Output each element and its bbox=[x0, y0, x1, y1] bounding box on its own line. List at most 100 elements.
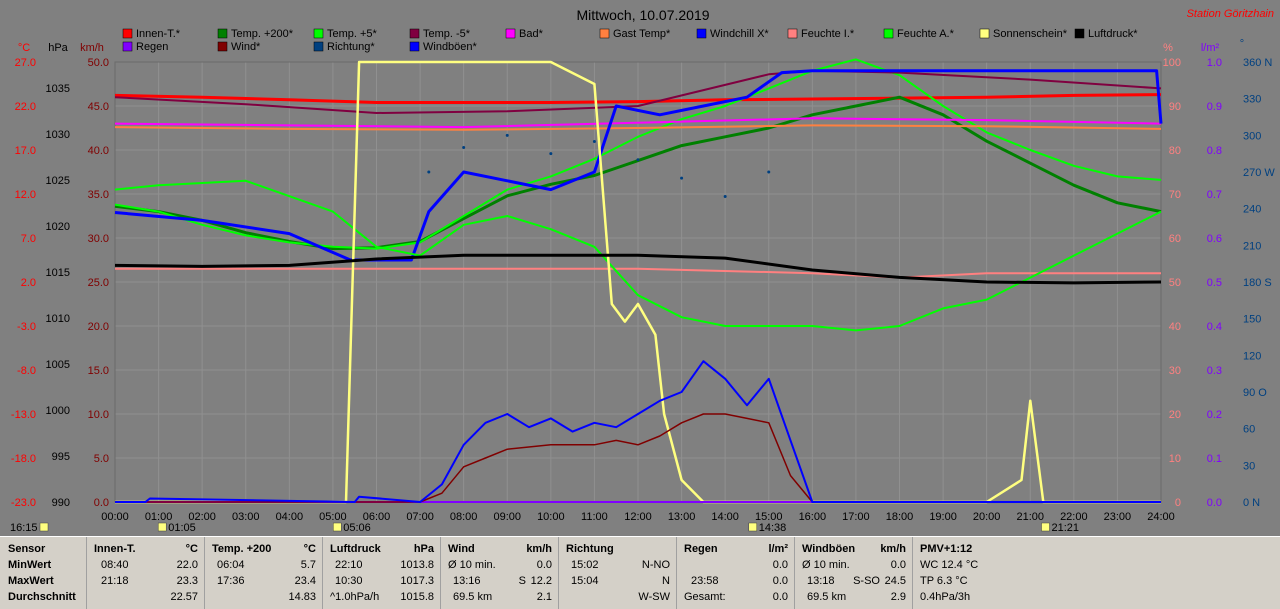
summary-col-temp200: Temp. +200 °C 06:04 5.7 17:36 23.4 14.83 bbox=[204, 537, 323, 609]
direction-point bbox=[549, 152, 553, 156]
regen-max: 0.0 bbox=[772, 575, 788, 587]
tick-label-celsius: -8.0 bbox=[17, 365, 36, 377]
summary-col-richtung: Richtung 15:02 N-NO 15:04 N W-SW bbox=[558, 537, 677, 609]
tick-label-lm2: 0.7 bbox=[1207, 189, 1222, 201]
wind-unit: km/h bbox=[526, 543, 552, 555]
series-gast-temp bbox=[114, 124, 1162, 131]
luftdruck-unit: hPa bbox=[413, 543, 434, 555]
maxwert-label: MaxWert bbox=[8, 575, 54, 587]
legend-swatch bbox=[1074, 28, 1085, 39]
tick-label-hpa: 1000 bbox=[46, 405, 70, 417]
legend-item: Temp. -5* bbox=[423, 28, 471, 40]
minwert-label: MinWert bbox=[8, 559, 52, 571]
tick-label-celsius: 7.0 bbox=[21, 233, 36, 245]
tick-label-celsius: -13.0 bbox=[11, 409, 36, 421]
legend-item: Temp. +5* bbox=[327, 28, 378, 40]
tick-label-celsius: -18.0 bbox=[11, 453, 36, 465]
series-bad bbox=[114, 117, 1162, 129]
direction-point bbox=[680, 176, 684, 180]
direction-point bbox=[462, 146, 466, 150]
tick-label-kmh: 40.0 bbox=[88, 145, 109, 157]
summary-col-wind: Wind km/h Ø 10 min. 0.0 13:16 S 12.2 69.… bbox=[440, 537, 559, 609]
chart-title: Mittwoch, 10.07.2019 bbox=[576, 7, 709, 23]
tick-label-direction: 120 bbox=[1243, 350, 1261, 362]
regen-total: 0.0 bbox=[772, 591, 788, 603]
tick-label-celsius: -3.0 bbox=[17, 321, 36, 333]
tick-label-lm2: 0.4 bbox=[1207, 321, 1222, 333]
weather-chart: Mittwoch, 10.07.2019 Station Göritzhain … bbox=[10, 7, 1275, 534]
richtung-min-time: 15:02 bbox=[571, 559, 599, 571]
legend-item: Luftdruck* bbox=[1088, 28, 1138, 40]
regen-min: 0.0 bbox=[772, 559, 788, 571]
direction-point bbox=[505, 133, 509, 137]
temp200-max-time: 17:36 bbox=[217, 575, 245, 587]
windboeen-max-time: 13:18 bbox=[807, 575, 835, 587]
luftdruck-max: 1017.3 bbox=[400, 575, 434, 587]
regen-unit: l/m² bbox=[768, 543, 788, 555]
tick-label-celsius: 12.0 bbox=[15, 189, 36, 201]
tick-label-lm2: 0.9 bbox=[1207, 101, 1222, 113]
station-name: Station Göritzhain bbox=[1187, 8, 1274, 20]
tick-label-celsius: 17.0 bbox=[15, 145, 36, 157]
tick-label-direction: 210 bbox=[1243, 240, 1261, 252]
tick-label-time: 19:00 bbox=[929, 511, 957, 523]
tick-label-direction: 60 bbox=[1243, 424, 1255, 436]
tick-label-hpa: 1035 bbox=[46, 83, 70, 95]
wind-header: Wind bbox=[448, 543, 475, 555]
summary-col-pmv: PMV+1:12 WC 12.4 °C TP 6.3 °C 0.4hPa/3h bbox=[912, 537, 1280, 609]
series-richtung bbox=[427, 133, 771, 198]
innen-t-avg: 22.57 bbox=[170, 591, 198, 603]
tick-label-kmh: 45.0 bbox=[88, 101, 109, 113]
summary-col-innen-t: Innen-T. °C 08:40 22.0 21:18 23.3 22.57 bbox=[86, 537, 205, 609]
wind-max: 12.2 bbox=[530, 575, 552, 587]
windboeen-header: Windböen bbox=[802, 543, 856, 555]
luftdruck-header: Luftdruck bbox=[330, 543, 381, 555]
direction-point bbox=[723, 194, 727, 198]
tick-label-kmh: 0.0 bbox=[94, 497, 109, 509]
tick-label-kmh: 25.0 bbox=[88, 277, 109, 289]
tick-label-time: 02:00 bbox=[188, 511, 216, 523]
legend: Innen-T.* Temp. +200* Temp. +5* Temp. -5* Ba… bbox=[122, 28, 1138, 53]
tick-label-time: 04:00 bbox=[276, 511, 304, 523]
tick-label-percent: 90 bbox=[1169, 101, 1181, 113]
series-wind bbox=[115, 413, 1161, 503]
windboeen-min-label: Ø 10 min. bbox=[802, 559, 850, 571]
durchschnitt-label: Durchschnitt bbox=[8, 591, 76, 603]
regen-header: Regen bbox=[684, 543, 718, 555]
series-temp-5 bbox=[114, 58, 1162, 250]
tick-label-percent: 50 bbox=[1169, 277, 1181, 289]
legend-item: Windchill X* bbox=[710, 28, 769, 40]
tick-label-time: 11:00 bbox=[581, 511, 608, 523]
tick-label-time: 13:00 bbox=[668, 511, 696, 523]
tick-label-time: 12:00 bbox=[624, 511, 652, 523]
tick-label-hpa: 1010 bbox=[46, 313, 70, 325]
direction-point bbox=[767, 170, 771, 174]
tick-label-time: 20:00 bbox=[973, 511, 1001, 523]
tick-label-lm2: 1.0 bbox=[1207, 57, 1222, 69]
tick-label-hpa: 995 bbox=[52, 451, 70, 463]
legend-item: Regen bbox=[136, 41, 168, 53]
legend-item: Sonnenschein* bbox=[993, 28, 1068, 40]
innen-t-unit: °C bbox=[185, 543, 198, 555]
tick-label-percent: 0 bbox=[1175, 497, 1181, 509]
tick-label-direction: 330 bbox=[1243, 94, 1261, 106]
series-feuchte-i bbox=[115, 267, 1161, 279]
tick-label-hpa: 1020 bbox=[46, 221, 70, 233]
tick-label-lm2: 0.6 bbox=[1207, 233, 1222, 245]
unit-percent: % bbox=[1163, 42, 1173, 54]
windboeen-max: 24.5 bbox=[884, 575, 906, 587]
tick-label-time: 10:00 bbox=[537, 511, 565, 523]
pmv-windchill: WC 12.4 °C bbox=[920, 559, 979, 571]
tick-label-percent: 70 bbox=[1169, 189, 1181, 201]
tick-label-kmh: 15.0 bbox=[88, 365, 109, 377]
tick-label-percent: 60 bbox=[1169, 233, 1181, 245]
legend-swatch bbox=[505, 28, 516, 39]
tick-label-lm2: 0.0 bbox=[1207, 497, 1222, 509]
series-windb-en bbox=[115, 360, 1161, 503]
tick-label-time: 01:00 bbox=[145, 511, 173, 523]
luftdruck-min: 1013.8 bbox=[400, 559, 434, 571]
tick-label-time: 23:00 bbox=[1104, 511, 1132, 523]
richtung-avg: W-SW bbox=[638, 591, 670, 603]
sunrise-marker-label: 05:06 bbox=[343, 522, 371, 534]
tick-label-hpa: 1025 bbox=[46, 175, 70, 187]
